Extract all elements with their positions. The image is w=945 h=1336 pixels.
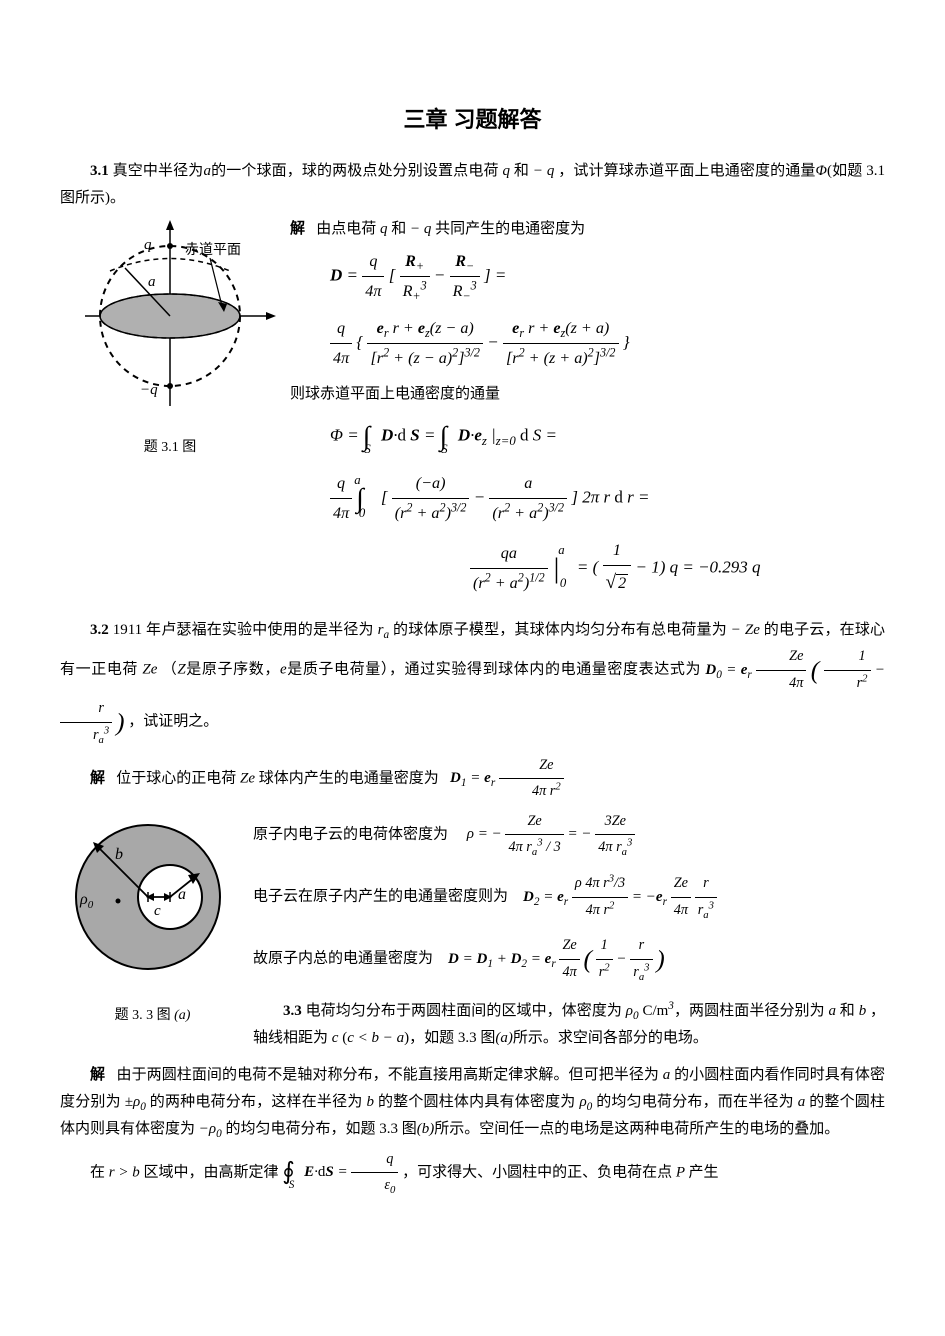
fig31-caption: 题 3.1 图 [60, 435, 280, 460]
svg-text:−q: −q [140, 382, 158, 398]
t: ，试计算球赤道平面上电通密度的通量 [558, 163, 815, 179]
eq-D-def: D = q 4π [ R+R+3 − R−R−3 ] = [290, 247, 885, 306]
eq-phi-1: Φ = ∫S D·d S = ∫S D·ez |z=0 d S = [290, 412, 885, 461]
t: 产生 [689, 1164, 719, 1180]
t: ，两圆柱面半径分别为 [674, 1003, 825, 1019]
solve-label: 解 [90, 770, 105, 786]
solve-label: 解 [290, 221, 305, 237]
t: 电荷均匀分布于两圆柱面间的区域中，体密度为 [306, 1003, 622, 1019]
t: 所示。空间任一点的电场是这两种电荷所产生的电场的叠加。 [434, 1121, 839, 1137]
t: 的整个圆柱体内具有体密度为 [378, 1094, 576, 1110]
problem-num-33: 3.3 [283, 1003, 302, 1019]
t: 在 [90, 1164, 105, 1180]
t: 故原子内总的电通量密度为 [253, 951, 433, 967]
solution-3-3-region: 在 r > b 区域中，由高斯定律 ∮S E·dS = qε0 ，可求得大、小圆… [60, 1147, 885, 1199]
t: 是原子序数， [186, 662, 280, 678]
solution-3-1: 解 由点电荷 q 和 − q 共同产生的电通密度为 D = q 4π [ R+R… [290, 216, 885, 609]
problem-3-2-statement: 3.2 1911 年卢瑟福在实验中使用的是半径为 ra 的球体原子模型，其球体内… [60, 617, 885, 749]
page-title: 三章 习题解答 [60, 100, 885, 140]
t: 的两种电荷分布，这样在半径为 [150, 1094, 363, 1110]
t: ，试证明之。 [128, 714, 218, 730]
figure-3-1: q −q a 赤道平面 [60, 216, 280, 421]
t: 电子云在原子内产生的电通量密度则为 [253, 889, 508, 905]
t: 和 [514, 163, 529, 179]
t: 原子内电子云的电荷体密度为 [253, 826, 448, 842]
svg-text:a: a [178, 886, 186, 903]
t: 的一个球面，球的两极点处分别设置点电荷 [211, 163, 499, 179]
eq-phi-3: qa(r2 + a2)1/2 |0a = ( 1√2 − 1) q = −0.2… [290, 536, 885, 601]
t: 由点电荷 [316, 221, 376, 237]
t: 的球体原子模型，其球体内均匀分布有总电荷量为 [393, 622, 727, 638]
t: 位于球心的正电荷 [116, 770, 236, 786]
t: 题 3. 3 图 [115, 1008, 171, 1023]
t: ，如题 3.3 图 [409, 1030, 495, 1046]
t: 和 [391, 221, 406, 237]
t: 共同产生的电通密度为 [435, 221, 585, 237]
svg-text:c: c [154, 903, 161, 919]
eq-D-expand: q 4π { er r + ez(z − a)[r2 + (z − a)2]3/… [290, 314, 885, 373]
eq-phi-2: q 4π ∫0a [ (−a)(r2 + a2)3/2 − a(r2 + a2)… [290, 469, 885, 528]
t: 和 [840, 1003, 855, 1019]
solution-3-3: 解 由于两圆柱面间的电荷不是轴对称分布，不能直接用高斯定律求解。但可把半径为 a… [60, 1062, 885, 1143]
solve-label: 解 [90, 1067, 105, 1083]
t: 球体内产生的电通量密度为 [259, 770, 439, 786]
problem-num-32: 3.2 [90, 622, 109, 638]
svg-text:a: a [148, 274, 156, 290]
problem-3-3-statement: 3.3 电荷均匀分布于两圆柱面间的区域中，体密度为 ρ0 C/m3，两圆柱面半径… [253, 998, 885, 1052]
svg-text:q: q [144, 237, 152, 253]
t: 是质子电荷量），通过实验得到球体内的电通量密度表达式为 [287, 662, 701, 678]
svg-text:b: b [115, 846, 123, 863]
figure-3-3a: b a c ρ0 [60, 809, 240, 989]
t: 由于两圆柱面间的电荷不是轴对称分布，不能直接用高斯定律求解。但可把半径为 [117, 1067, 659, 1083]
t: ，可求得大、小圆柱中的正、负电荷在点 [402, 1164, 672, 1180]
t: 真空中半径为 [113, 163, 204, 179]
t: 则球赤道平面上电通密度的通量 [290, 381, 885, 408]
t: 的均匀电荷分布，如题 3.3 图 [225, 1121, 416, 1137]
t: （ [162, 662, 178, 678]
solution-3-2-l1: 解 位于球心的正电荷 Ze 球体内产生的电通量密度为 D1 = er Ze4π … [60, 753, 885, 805]
problem-3-1-statement: 3.1 真空中半径为a的一个球面，球的两极点处分别设置点电荷 q 和 − q ，… [60, 158, 885, 212]
fig33-caption: 题 3. 3 图 (a) [60, 1003, 245, 1028]
solution-3-2-cont: 原子内电子云的电荷体密度为 ρ = − Ze4π ra3 / 3 = − 3Ze… [253, 809, 885, 1056]
t: 1911 年卢瑟福在实验中使用的是半径为 [113, 622, 374, 638]
equator-label: 赤道平面 [185, 242, 241, 258]
problem-num-31: 3.1 [90, 163, 109, 179]
t: 所示。求空间各部分的电场。 [513, 1030, 708, 1046]
t: 区域中，由高斯定律 [143, 1164, 278, 1180]
t: 的均匀电荷分布，而在半径为 [596, 1094, 794, 1110]
